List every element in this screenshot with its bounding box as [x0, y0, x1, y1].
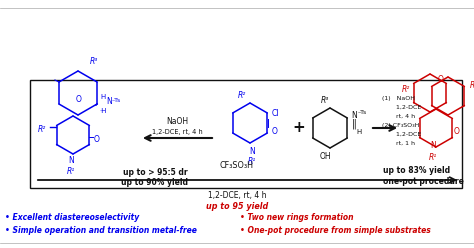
Text: +: +: [292, 121, 305, 135]
Text: N: N: [249, 147, 255, 156]
Text: –Ts: –Ts: [112, 98, 121, 103]
Text: up to 90% yield: up to 90% yield: [121, 178, 189, 187]
Text: 1,2-DCE: 1,2-DCE: [382, 105, 421, 110]
Text: • Two new rings formation: • Two new rings formation: [240, 213, 354, 222]
Text: 1,2-DCE: 1,2-DCE: [382, 132, 421, 137]
Text: up to 83% yield: up to 83% yield: [383, 166, 450, 175]
Text: ‖: ‖: [352, 119, 357, 129]
Text: R³: R³: [470, 82, 474, 91]
Text: N: N: [430, 142, 436, 151]
Text: rt, 1 h: rt, 1 h: [382, 141, 415, 146]
Bar: [30, 80, 462, 188]
Text: ·H: ·H: [99, 108, 107, 114]
Text: N: N: [68, 156, 74, 165]
Text: 1,2-DCE, rt, 4 h: 1,2-DCE, rt, 4 h: [152, 129, 202, 135]
Text: (2) CF₃SO₃H: (2) CF₃SO₃H: [382, 123, 419, 128]
Text: R²: R²: [402, 86, 410, 94]
Text: up to > 95:5 dr: up to > 95:5 dr: [123, 168, 187, 177]
Text: • Excellent diastereoselectivity: • Excellent diastereoselectivity: [5, 213, 139, 222]
Text: up to 95 yield: up to 95 yield: [206, 202, 268, 211]
Text: R¹: R¹: [429, 154, 437, 162]
Text: N: N: [106, 96, 112, 105]
Text: –Ts: –Ts: [358, 110, 367, 115]
Text: OH: OH: [319, 152, 331, 161]
Text: R¹: R¹: [248, 157, 256, 166]
Text: • One-pot procedure from simple substrates: • One-pot procedure from simple substrat…: [240, 226, 431, 235]
Text: rt, 4 h: rt, 4 h: [382, 114, 415, 119]
Text: one-pot procedure: one-pot procedure: [383, 177, 464, 186]
Text: R²: R²: [238, 91, 246, 100]
Text: (1)   NaOH: (1) NaOH: [382, 96, 415, 101]
Text: NaOH: NaOH: [166, 117, 188, 126]
Text: 1,2-DCE, rt, 4 h: 1,2-DCE, rt, 4 h: [208, 191, 266, 200]
Text: O: O: [272, 126, 278, 135]
Text: R³: R³: [90, 57, 98, 66]
Text: R²: R²: [38, 125, 46, 134]
Text: O: O: [454, 127, 460, 136]
Text: O: O: [76, 94, 82, 103]
Text: H: H: [100, 94, 105, 100]
Text: R³: R³: [321, 96, 329, 105]
Text: O: O: [438, 75, 444, 85]
Text: O: O: [94, 134, 100, 144]
Text: N: N: [351, 112, 357, 121]
Text: R¹: R¹: [67, 167, 75, 176]
Text: Cl: Cl: [272, 109, 280, 118]
Text: H: H: [356, 129, 361, 135]
Text: • Simple operation and transition metal-free: • Simple operation and transition metal-…: [5, 226, 197, 235]
Text: CF₃SO₃H: CF₃SO₃H: [220, 161, 254, 170]
